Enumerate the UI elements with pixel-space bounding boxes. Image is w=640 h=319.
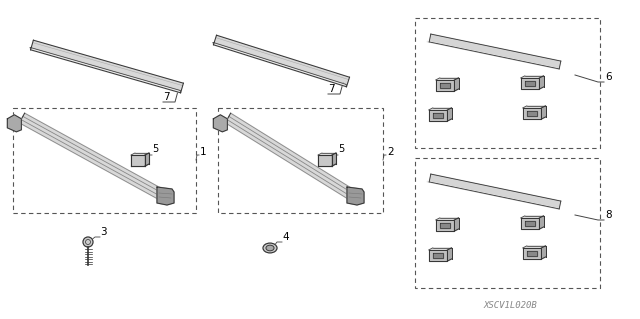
Polygon shape xyxy=(213,115,227,132)
Polygon shape xyxy=(447,248,452,261)
Polygon shape xyxy=(521,218,540,229)
Polygon shape xyxy=(429,34,561,69)
Polygon shape xyxy=(318,155,332,166)
Polygon shape xyxy=(19,113,164,200)
Polygon shape xyxy=(541,246,545,259)
Polygon shape xyxy=(131,155,145,166)
Text: 7: 7 xyxy=(328,84,335,94)
Polygon shape xyxy=(540,216,543,229)
Text: 7: 7 xyxy=(163,92,170,102)
Polygon shape xyxy=(521,216,543,218)
Bar xyxy=(415,18,600,148)
Polygon shape xyxy=(521,78,540,89)
Polygon shape xyxy=(318,153,336,155)
Text: 6: 6 xyxy=(605,72,612,82)
Bar xyxy=(13,108,196,213)
Polygon shape xyxy=(447,108,452,121)
Polygon shape xyxy=(429,250,447,261)
Polygon shape xyxy=(525,81,535,86)
Polygon shape xyxy=(427,41,559,69)
Polygon shape xyxy=(427,182,559,209)
Bar xyxy=(218,108,383,213)
Polygon shape xyxy=(540,76,543,89)
Polygon shape xyxy=(332,153,336,166)
Polygon shape xyxy=(131,153,149,155)
Polygon shape xyxy=(429,108,452,110)
Polygon shape xyxy=(541,106,545,119)
Polygon shape xyxy=(214,35,349,87)
Polygon shape xyxy=(523,108,541,119)
Polygon shape xyxy=(157,187,174,205)
Text: 1: 1 xyxy=(200,147,207,157)
Polygon shape xyxy=(145,153,149,166)
Polygon shape xyxy=(436,80,454,91)
Polygon shape xyxy=(440,83,450,88)
Polygon shape xyxy=(454,78,459,91)
Polygon shape xyxy=(433,113,443,118)
Polygon shape xyxy=(527,251,537,256)
Polygon shape xyxy=(7,115,21,132)
Circle shape xyxy=(83,237,93,247)
Text: 4: 4 xyxy=(282,232,289,242)
Polygon shape xyxy=(429,174,561,209)
Polygon shape xyxy=(523,106,545,108)
Polygon shape xyxy=(429,248,452,250)
Text: XSCV1L020B: XSCV1L020B xyxy=(483,300,537,309)
Polygon shape xyxy=(436,78,459,80)
Text: 5: 5 xyxy=(338,144,344,154)
Polygon shape xyxy=(225,113,355,200)
Polygon shape xyxy=(521,76,543,78)
Text: 8: 8 xyxy=(605,210,612,220)
Text: 5: 5 xyxy=(152,144,158,154)
Polygon shape xyxy=(429,110,447,121)
Polygon shape xyxy=(436,220,454,231)
Polygon shape xyxy=(213,42,346,87)
Polygon shape xyxy=(347,187,364,205)
Polygon shape xyxy=(440,223,450,228)
Polygon shape xyxy=(523,246,545,248)
Text: 2: 2 xyxy=(387,147,394,157)
Polygon shape xyxy=(525,221,535,226)
Bar xyxy=(415,158,600,288)
Polygon shape xyxy=(30,48,180,93)
Polygon shape xyxy=(523,248,541,259)
Polygon shape xyxy=(31,40,184,93)
Ellipse shape xyxy=(263,243,277,253)
Polygon shape xyxy=(433,253,443,258)
Polygon shape xyxy=(436,218,459,220)
Polygon shape xyxy=(454,218,459,231)
Text: 3: 3 xyxy=(100,227,107,237)
Polygon shape xyxy=(527,111,537,116)
Ellipse shape xyxy=(266,245,274,251)
